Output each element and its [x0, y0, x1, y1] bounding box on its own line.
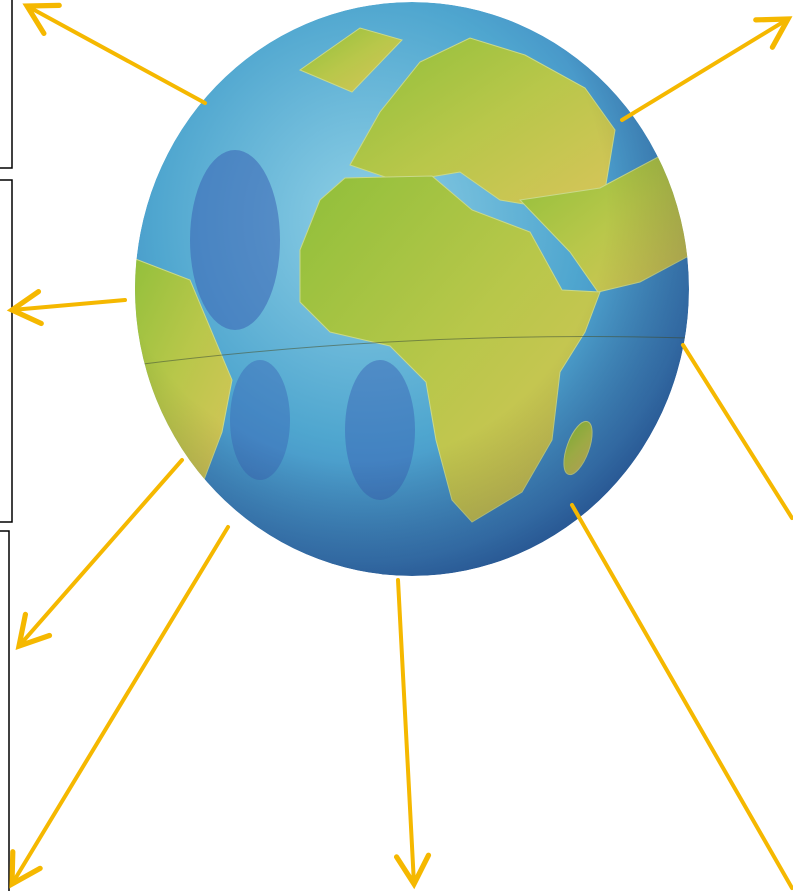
arrow: [620, 16, 793, 122]
label-box: [0, 530, 10, 891]
arrow: [570, 503, 793, 890]
globe-shade: [135, 2, 689, 576]
arrow: [681, 343, 793, 520]
arrow: [22, 2, 207, 105]
arrow: [9, 525, 230, 889]
arrow: [393, 578, 432, 890]
globe: [135, 2, 689, 576]
arrow: [6, 288, 127, 327]
label-box: [0, 179, 13, 523]
label-box: [0, 0, 13, 169]
arrow: [15, 458, 184, 650]
